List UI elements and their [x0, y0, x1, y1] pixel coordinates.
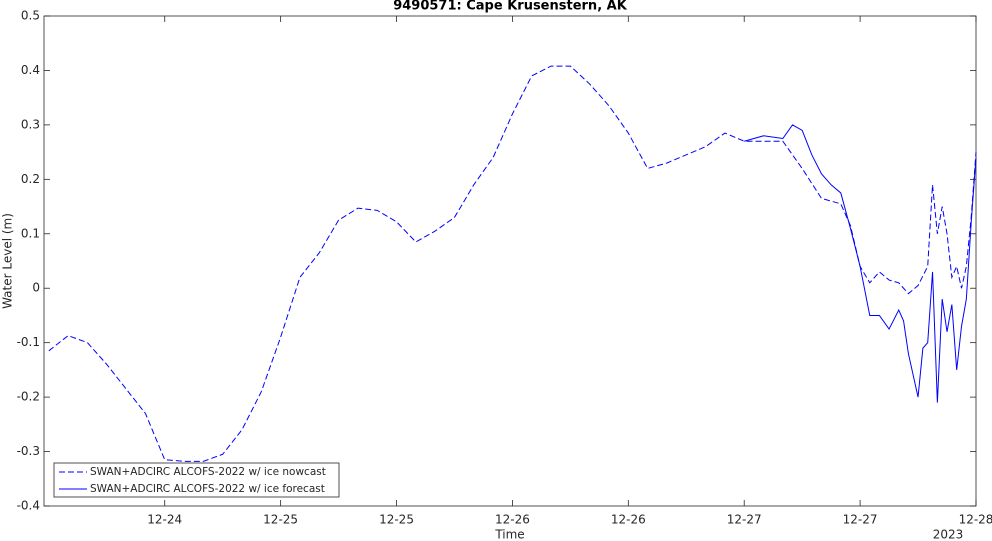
- x-axis-label: Time: [494, 528, 524, 541]
- legend-label: SWAN+ADCIRC ALCOFS-2022 w/ ice forecast: [90, 483, 325, 495]
- legend-box: [53, 462, 340, 498]
- y-tick-label: 0.3: [21, 117, 40, 131]
- x-tick-label: 12-27: [727, 513, 762, 527]
- x-tick-label: 12-24: [147, 513, 182, 527]
- legend-label: SWAN+ADCIRC ALCOFS-2022 w/ ice nowcast: [90, 466, 326, 478]
- x-tick-label: 12-25: [263, 513, 298, 527]
- y-tick-label: 0.2: [21, 172, 40, 186]
- y-tick-label: -0.1: [17, 335, 40, 349]
- y-tick-label: 0.1: [21, 226, 40, 240]
- y-tick-label: 0.5: [21, 9, 40, 23]
- series-line: [744, 124, 977, 403]
- series-line: [48, 65, 977, 462]
- y-tick-label: -0.4: [17, 499, 40, 513]
- x-tick-label: 12-28: [959, 513, 992, 527]
- x-tick-label: 12-26: [495, 513, 530, 527]
- y-tick-label: 0: [32, 281, 40, 295]
- x-offset-label: 2023: [933, 528, 964, 541]
- y-tick-label: -0.3: [17, 444, 40, 458]
- y-axis-label: Water Level (m): [1, 213, 15, 309]
- chart-title: 9490571: Cape Krusenstern, AK: [393, 0, 628, 14]
- x-tick-label: 12-25: [379, 513, 414, 527]
- y-tick-label: 0.4: [21, 63, 40, 77]
- y-tick-label: -0.2: [17, 390, 40, 404]
- x-tick-label: 12-26: [611, 513, 646, 527]
- x-tick-label: 12-27: [843, 513, 878, 527]
- plot-frame: [43, 15, 977, 507]
